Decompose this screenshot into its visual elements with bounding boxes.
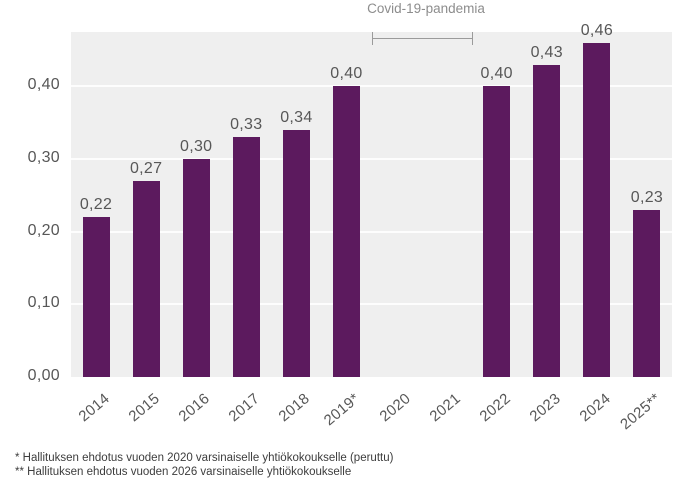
gridline-0,40 — [71, 85, 672, 88]
bar-2019* — [332, 86, 360, 377]
bar-value-label-2016: 0,30 — [180, 138, 213, 156]
footnote-2: ** Hallituksen ehdotus vuoden 2026 varsi… — [15, 466, 352, 478]
footnote-1: * Hallituksen ehdotus vuoden 2020 varsin… — [15, 452, 394, 464]
bar-2022 — [483, 86, 511, 377]
y-tick-label: 0,30 — [27, 149, 60, 167]
bar-2025** — [633, 209, 661, 377]
bar-value-label-2017: 0,33 — [230, 116, 263, 134]
bar-value-label-2014: 0,22 — [79, 196, 113, 214]
bar-2016 — [182, 159, 210, 377]
gridline-0,30 — [71, 158, 672, 161]
plot-area — [71, 32, 672, 377]
bar-value-label-2023: 0,43 — [530, 43, 563, 61]
y-tick-label: 0,20 — [27, 221, 60, 239]
covid-annotation-label: Covid-19-pandemia — [367, 1, 485, 16]
covid-span-bracket — [372, 32, 474, 45]
bar-value-label-2024: 0,46 — [580, 21, 614, 39]
bar-2017 — [232, 137, 260, 377]
y-tick-label: 0,00 — [27, 367, 60, 384]
gridline-0,10 — [71, 303, 672, 306]
bar-value-label-2015: 0,27 — [129, 159, 163, 177]
bar-value-label-2022: 0,40 — [480, 65, 513, 83]
covid-span-bracket-line — [373, 37, 473, 39]
bar-2018 — [282, 130, 310, 377]
bar-value-label-2025**: 0,23 — [630, 188, 664, 206]
bar-2023 — [533, 64, 561, 377]
bar-2015 — [132, 180, 160, 377]
bar-2024 — [583, 42, 611, 377]
bar-value-label-2018: 0,34 — [280, 109, 313, 127]
y-tick-label: 0,10 — [27, 294, 60, 312]
bar-2014 — [82, 217, 110, 377]
bar-value-label-2019*: 0,40 — [330, 65, 363, 83]
gridline-0,20 — [71, 230, 672, 233]
y-tick-label: 0,40 — [27, 76, 60, 94]
